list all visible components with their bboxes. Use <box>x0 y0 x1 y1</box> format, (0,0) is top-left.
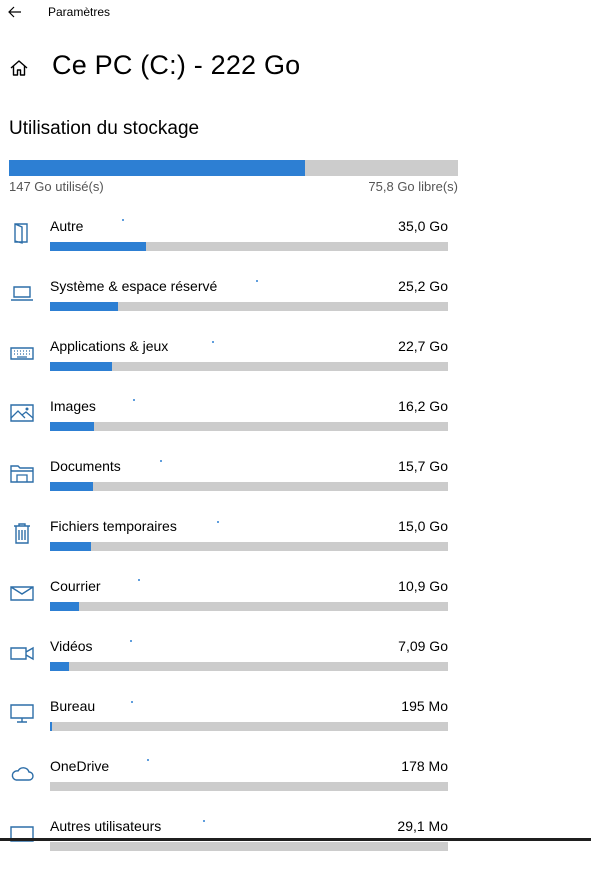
category-size: 178 Mo <box>401 758 448 774</box>
category-name: Images <box>50 398 96 414</box>
category-row-5[interactable]: Fichiers temporaires 15,0 Go <box>0 513 591 573</box>
category-name: Applications & jeux <box>50 338 169 354</box>
category-size: 10,9 Go <box>398 578 448 594</box>
category-size: 16,2 Go <box>398 398 448 414</box>
category-usage-fill <box>50 242 146 251</box>
progress-dot <box>203 820 205 822</box>
category-row-2[interactable]: Applications & jeux 22,7 Go <box>0 333 591 393</box>
category-usage-fill <box>50 602 80 611</box>
category-row-6[interactable]: Courrier 10,9 Go <box>0 573 591 633</box>
bottom-edge <box>0 838 591 841</box>
title-bar: Paramètres <box>0 0 591 24</box>
video-icon <box>9 641 35 665</box>
category-size: 22,7 Go <box>398 338 448 354</box>
users-icon <box>9 821 35 845</box>
category-name: Système & espace réservé <box>50 278 218 294</box>
back-arrow-icon <box>8 6 21 18</box>
category-row-4[interactable]: Documents 15,7 Go <box>0 453 591 513</box>
free-space-label: 75,8 Go libre(s) <box>368 179 458 194</box>
category-size: 35,0 Go <box>398 218 448 234</box>
category-name: Autres utilisateurs <box>50 818 162 834</box>
progress-dot <box>212 341 214 343</box>
category-usage-fill <box>50 722 52 731</box>
mail-icon <box>9 581 35 605</box>
category-row-7[interactable]: Vidéos 7,09 Go <box>0 633 591 693</box>
keyboard-icon <box>9 341 35 365</box>
category-name: Autre <box>50 218 84 234</box>
total-usage-bar <box>9 160 458 176</box>
door-icon <box>9 221 35 245</box>
category-usage-fill <box>50 542 91 551</box>
category-usage-bar <box>50 482 448 491</box>
category-usage-fill <box>50 362 112 371</box>
category-size: 25,2 Go <box>398 278 448 294</box>
total-usage-fill <box>9 160 306 176</box>
progress-dot <box>160 460 162 462</box>
category-row-10[interactable]: Autres utilisateurs 29,1 Mo <box>0 813 591 873</box>
back-button[interactable] <box>4 2 26 22</box>
progress-dot <box>138 579 140 581</box>
category-usage-bar <box>50 782 448 791</box>
category-size: 29,1 Mo <box>397 818 448 834</box>
category-usage-bar <box>50 602 448 611</box>
category-usage-bar <box>50 362 448 371</box>
category-usage-bar <box>50 302 448 311</box>
monitor-icon <box>9 701 35 725</box>
category-row-0[interactable]: Autre 35,0 Go <box>0 213 591 273</box>
category-name: OneDrive <box>50 758 110 774</box>
progress-dot <box>217 521 219 523</box>
progress-dot <box>130 640 132 642</box>
progress-dot <box>256 280 258 282</box>
category-row-9[interactable]: OneDrive 178 Mo <box>0 753 591 813</box>
laptop-icon <box>9 281 35 305</box>
category-name: Fichiers temporaires <box>50 518 177 534</box>
category-name: Courrier <box>50 578 101 594</box>
picture-icon <box>9 401 35 425</box>
category-row-8[interactable]: Bureau 195 Mo <box>0 693 591 753</box>
category-usage-bar <box>50 842 448 851</box>
page-header: Ce PC (C:) - 222 Go <box>0 48 591 88</box>
category-name: Bureau <box>50 698 96 714</box>
category-usage-fill <box>50 302 118 311</box>
section-title: Utilisation du stockage <box>9 118 200 139</box>
category-usage-fill <box>50 662 70 671</box>
category-row-3[interactable]: Images 16,2 Go <box>0 393 591 453</box>
home-icon[interactable] <box>9 58 29 78</box>
category-usage-bar <box>50 662 448 671</box>
folder-icon <box>9 461 35 485</box>
category-usage-fill <box>50 422 94 431</box>
category-usage-bar <box>50 722 448 731</box>
category-size: 7,09 Go <box>398 638 448 654</box>
category-usage-bar <box>50 242 448 251</box>
category-usage-bar <box>50 542 448 551</box>
category-size: 15,7 Go <box>398 458 448 474</box>
used-space-label: 147 Go utilisé(s) <box>9 179 104 194</box>
category-name: Documents <box>50 458 121 474</box>
category-name: Vidéos <box>50 638 93 654</box>
page-title: Ce PC (C:) - 222 Go <box>52 50 301 80</box>
app-title: Paramètres <box>48 5 111 19</box>
category-usage-bar <box>50 422 448 431</box>
progress-dot <box>147 759 149 761</box>
category-row-1[interactable]: Système & espace réservé 25,2 Go <box>0 273 591 333</box>
progress-dot <box>122 219 124 221</box>
cloud-icon <box>9 761 35 785</box>
category-size: 15,0 Go <box>398 518 448 534</box>
progress-dot <box>133 399 135 401</box>
trash-icon <box>9 521 35 545</box>
category-size: 195 Mo <box>401 698 448 714</box>
progress-dot <box>131 701 133 703</box>
category-usage-fill <box>50 482 93 491</box>
